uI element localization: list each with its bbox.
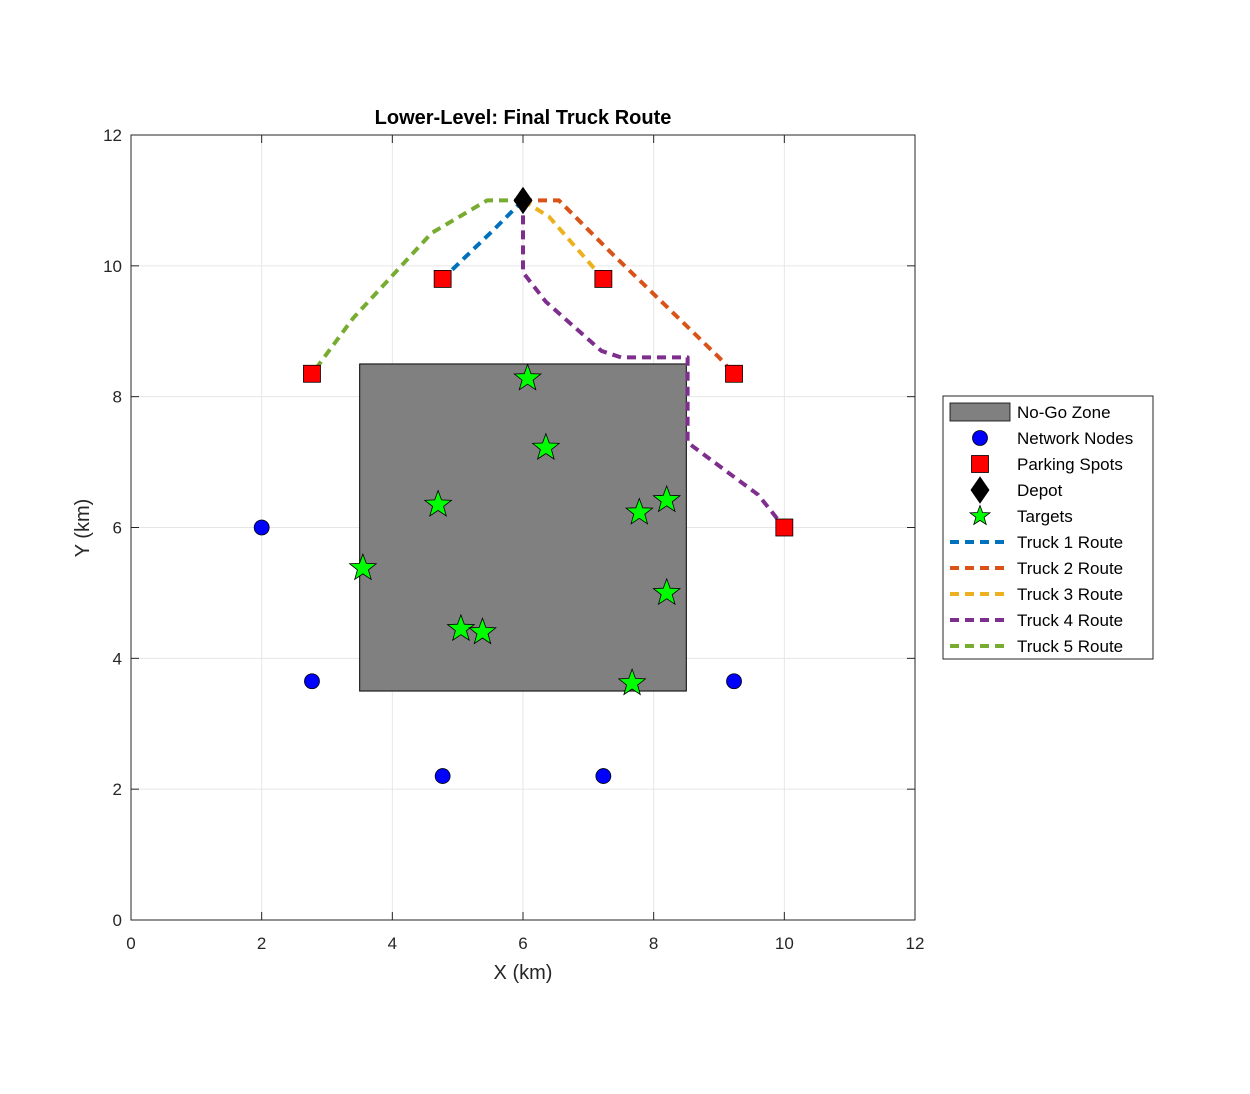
target-marker [652, 484, 682, 513]
no-go-zone-layer [359, 363, 687, 692]
x-tick-label: 8 [649, 934, 658, 953]
target-marker [468, 617, 497, 645]
target-marker [652, 577, 682, 606]
route-truck-2-route [523, 198, 736, 376]
ticks-layer: 0 2 4 6 8 10 12 0 2 4 6 8 10 12 [103, 126, 924, 953]
target-marker [624, 497, 654, 525]
target-marker [531, 432, 561, 460]
y-axis-label: Y (km) [72, 499, 94, 558]
legend-label: Parking Spots [1017, 455, 1123, 474]
y-tick-label: 8 [113, 388, 122, 407]
legend-label: Truck 3 Route [1017, 585, 1123, 604]
markers-layer [253, 186, 794, 784]
parking-spot-marker [775, 518, 794, 537]
network-node-marker [726, 673, 742, 690]
legend-label: Truck 5 Route [1017, 637, 1123, 656]
network-node-marker [434, 768, 451, 784]
parking-spot-marker [594, 270, 613, 288]
network-node-marker [253, 519, 270, 536]
network-node-marker [595, 768, 612, 784]
legend-label: Targets [1017, 507, 1073, 526]
legend-label: Depot [1017, 481, 1063, 500]
legend-label: Truck 1 Route [1017, 533, 1123, 552]
legend-label: No-Go Zone [1017, 403, 1111, 422]
y-tick-label: 6 [113, 519, 122, 538]
legend-icon-square [971, 455, 989, 473]
no-go-zone [359, 363, 687, 692]
target-marker [423, 489, 453, 517]
x-tick-label: 4 [388, 934, 397, 953]
legend-label: Truck 2 Route [1017, 559, 1123, 578]
parking-spot-marker [433, 270, 452, 288]
target-marker [617, 668, 647, 696]
parking-spot-marker [725, 364, 743, 383]
legend-icon-no-go-zone [949, 402, 1011, 422]
y-tick-label: 2 [113, 780, 122, 799]
target-marker [446, 613, 476, 642]
target-marker [348, 552, 378, 581]
x-tick-label: 2 [257, 934, 266, 953]
y-tick-label: 10 [103, 257, 122, 276]
route-truck-3-route [521, 198, 605, 281]
x-tick-label: 10 [775, 934, 794, 953]
chart-title: Lower-Level: Final Truck Route [375, 107, 672, 129]
legend-icon-circle [972, 430, 988, 446]
x-tick-label: 6 [518, 934, 527, 953]
routes-layer [310, 198, 786, 529]
route-truck-5-route [310, 198, 523, 375]
y-tick-label: 12 [103, 126, 122, 145]
x-tick-label: 12 [906, 934, 925, 953]
legend: No-Go Zone Network Nodes Parking Spots Depo… [942, 395, 1154, 660]
legend-icon-star [968, 504, 992, 526]
x-axis-label: X (km) [494, 962, 553, 984]
legend-label: Network Nodes [1017, 429, 1133, 448]
y-tick-label: 0 [113, 911, 122, 930]
x-tick-label: 0 [126, 934, 135, 953]
depot-marker [513, 186, 533, 215]
parking-spot-marker [303, 364, 321, 383]
legend-label: Truck 4 Route [1017, 611, 1123, 630]
network-node-marker [304, 673, 320, 690]
target-marker [513, 363, 543, 391]
y-tick-label: 4 [113, 649, 122, 668]
legend-icon-diamond [970, 476, 990, 504]
